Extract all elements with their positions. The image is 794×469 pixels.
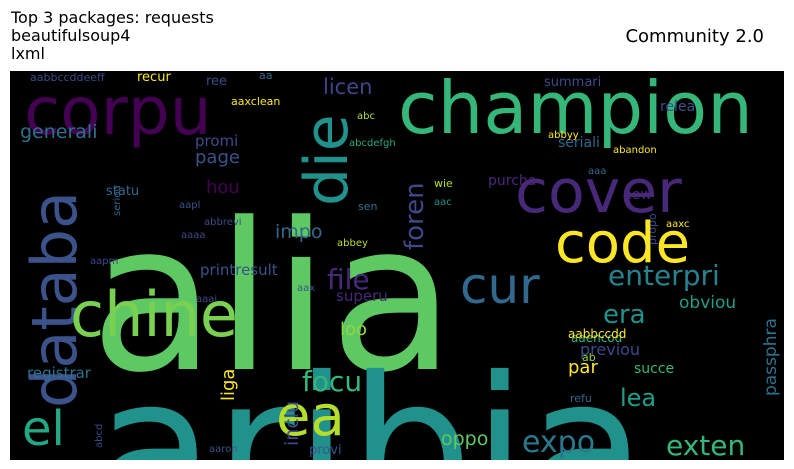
word-champion: champion (398, 71, 753, 150)
word-liga: liga (218, 369, 239, 401)
word-aaai: aaai (196, 294, 217, 305)
word-abcdefgh: abcdefgh (349, 138, 396, 149)
word-recur: recur (137, 71, 171, 85)
word-ea: ea (276, 384, 345, 449)
word-aabbccddeeff: aabbccddeeff (30, 71, 105, 84)
word-code: code (555, 211, 690, 276)
word-par: par (568, 357, 598, 378)
word-cover: cover (515, 157, 682, 227)
word-hou: hou (206, 177, 240, 198)
word-obviou: obviou (679, 293, 736, 313)
word-group: aliaaribiachampioncorpudatabachinecoverc… (18, 71, 781, 460)
chart-title-left: Top 3 packages: requests beautifulsoup4 … (11, 8, 214, 63)
word-die: die (292, 114, 362, 206)
word-aac: aac (434, 197, 452, 208)
word-provi: provi (309, 443, 342, 458)
word-corpu: corpu (24, 73, 212, 150)
word-previou: previou (580, 340, 640, 359)
cloud-background (10, 71, 784, 460)
word-wie: wie (434, 177, 453, 190)
word-sen: sen (358, 200, 377, 213)
word-promi: promi (195, 132, 238, 150)
word-abbrevi: abbrevi (204, 217, 242, 228)
word-seriali: seriali (558, 135, 600, 151)
word-aaxclean: aaxclean (231, 95, 280, 108)
word-focu: focu (302, 365, 362, 398)
word-cloud: aliaaribiachampioncorpudatabachinecoverc… (10, 71, 784, 460)
word-el: el (22, 401, 65, 457)
word-lea: lea (620, 384, 656, 412)
word-aapl: aapl (179, 200, 200, 211)
word-alia: alia (90, 180, 455, 418)
word-printresult: printresult (200, 261, 278, 279)
word-succe: succe (634, 361, 674, 377)
word-purcha: purcha (488, 173, 536, 189)
word-passphra: passphra (761, 318, 781, 396)
word-page: page (195, 147, 240, 168)
word-superu: superu (336, 287, 388, 305)
word-databa: databa (18, 191, 91, 408)
word-licen: licen (323, 75, 372, 99)
word-aribia: aribia (95, 335, 646, 460)
word-aaa: aaa (588, 166, 606, 177)
word-abcd: abcd (94, 424, 105, 448)
word-aax: aax (297, 283, 315, 294)
word-cur: cur (460, 257, 540, 315)
word-aaxc: aaxc (666, 219, 690, 230)
word-aaaa: aaaa (181, 230, 206, 241)
word-relea: relea (660, 99, 695, 115)
chart-title-right: Community 2.0 (625, 26, 764, 47)
word-impo: impo (275, 221, 322, 243)
word-refu: refu (570, 392, 592, 405)
word-oppo: oppo (441, 428, 488, 450)
word-abc: abc (357, 111, 375, 122)
word-abbyy: abbyy (548, 130, 579, 141)
word-new: new (623, 187, 652, 203)
word-ree: ree (206, 74, 227, 89)
word-exten: exten (666, 429, 745, 460)
word-seriou: seriou (112, 185, 123, 216)
word-propo: propo (646, 213, 659, 245)
word-abbey: abbey (337, 238, 368, 249)
word-summari: summari (544, 75, 601, 90)
word-aaencod: aaencod (571, 331, 622, 345)
word-aaron: aaron (209, 444, 238, 455)
word-loo: loo (340, 319, 367, 340)
word-generali: generali (20, 121, 98, 143)
word-aa: aa (259, 71, 272, 82)
word-foren: foren (400, 182, 430, 250)
word-chine: chine (70, 278, 238, 351)
word-expo: expo (522, 425, 595, 460)
word-aapm: aapm (90, 256, 118, 267)
word-era: era (603, 300, 646, 330)
word-aabbccdd: aabbccdd (568, 327, 626, 341)
word-statu: statu (106, 184, 139, 199)
word-ab: ab (582, 351, 596, 364)
word-enterpri: enterpri (608, 259, 720, 292)
word-file: file (327, 263, 370, 296)
word-registrar: registrar (27, 364, 92, 382)
word-inclu: inclu (281, 401, 303, 446)
word-abandon: abandon (613, 145, 657, 156)
